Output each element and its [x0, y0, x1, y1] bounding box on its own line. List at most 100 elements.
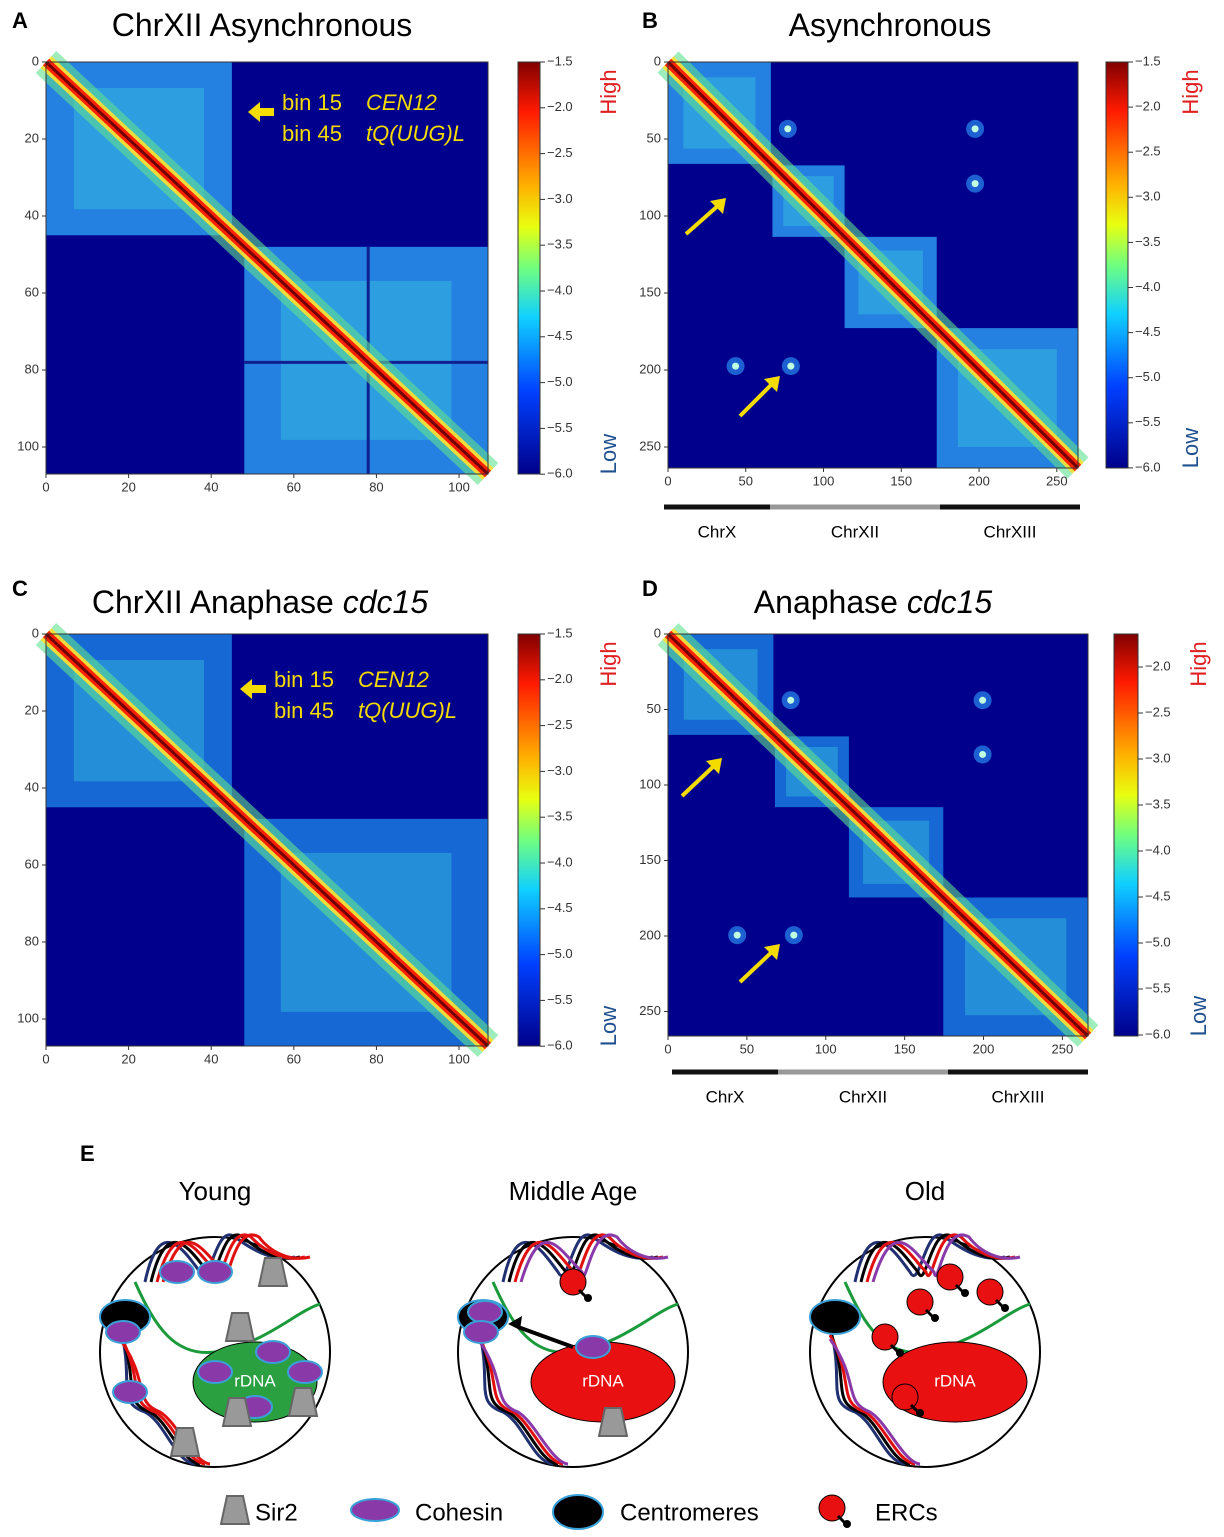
panel: BAsynchronous050100150200250050100150200… [639, 7, 1203, 541]
colorbar-label: −4.5 [547, 900, 573, 915]
annotation-locus: tQ(UUG)L [366, 121, 465, 146]
colorbar-label: −2.0 [1135, 99, 1161, 114]
colorbar-label: −4.0 [1145, 842, 1171, 857]
y-tick-label: 80 [25, 361, 39, 376]
cohesin [351, 1499, 399, 1521]
chromosome-label: ChrXIII [992, 1087, 1045, 1106]
cohesin [468, 1301, 502, 1323]
colorbar-low: Low [1178, 428, 1203, 468]
colorbar-high: High [596, 69, 621, 114]
panel-letter: D [642, 576, 658, 601]
x-tick-label: 0 [664, 1041, 671, 1056]
x-tick-label: 0 [42, 1051, 49, 1066]
stage-title: Young [179, 1176, 252, 1206]
colorbar-label: −1.5 [547, 625, 573, 640]
x-tick-label: 200 [973, 1041, 995, 1056]
stage-title: Middle Age [509, 1176, 638, 1206]
title-italic: cdc15 [907, 584, 993, 620]
spot [790, 932, 797, 939]
colorbar-label: −6.0 [1135, 459, 1161, 474]
colorbar-label: −5.5 [547, 420, 573, 435]
legend-label: Sir2 [255, 1499, 298, 1526]
y-tick-label: 250 [639, 1003, 661, 1018]
x-tick-label: 40 [204, 1051, 218, 1066]
panel-letter: A [12, 8, 28, 33]
title-text: Asynchronous [789, 7, 992, 43]
colorbar-label: −6.0 [1145, 1026, 1171, 1041]
x-tick-label: 20 [121, 479, 135, 494]
y-tick-label: 250 [639, 438, 661, 453]
colorbar-label: −4.0 [547, 854, 573, 869]
y-tick-label: 150 [639, 284, 661, 299]
sir2 [221, 1496, 249, 1524]
annotation-bin: bin 45 [274, 698, 334, 723]
y-tick-label: 0 [654, 625, 661, 640]
colorbar-label: −5.0 [1145, 934, 1171, 949]
y-tick-label: 20 [25, 130, 39, 145]
erc-tail-end [961, 1289, 969, 1297]
colorbar-label: −5.0 [547, 946, 573, 961]
colorbar-label: −2.5 [1145, 704, 1171, 719]
colorbar [1106, 62, 1128, 468]
cohesin [288, 1361, 322, 1383]
x-tick-label: 100 [813, 473, 835, 488]
title-text: ChrXII Asynchronous [112, 7, 413, 43]
colorbar-label: −5.5 [1135, 414, 1161, 429]
colorbar-label: −3.0 [547, 191, 573, 206]
spot [732, 363, 739, 370]
y-tick-label: 200 [639, 927, 661, 942]
colorbar-label: −4.0 [547, 282, 573, 297]
colorbar [1114, 634, 1138, 1036]
sir2 [259, 1258, 287, 1286]
spot [787, 697, 794, 704]
x-tick-label: 100 [448, 1051, 470, 1066]
rdna-label: rDNA [234, 1371, 276, 1390]
erc-tail-end [843, 1520, 851, 1528]
spot [979, 697, 986, 704]
panel-title: Asynchronous [789, 7, 992, 43]
cohesin [160, 1261, 194, 1283]
annotation-locus: CEN12 [358, 667, 429, 692]
cohesin [106, 1321, 140, 1343]
annotation-bin: bin 15 [274, 667, 334, 692]
cohesin [198, 1261, 232, 1283]
colorbar-label: −6.0 [547, 466, 573, 481]
colorbar-label: −5.5 [547, 992, 573, 1007]
y-tick-label: 200 [639, 361, 661, 376]
x-tick-label: 100 [815, 1041, 837, 1056]
x-tick-label: 250 [1046, 473, 1068, 488]
rdna-label: rDNA [582, 1371, 624, 1390]
y-tick-label: 60 [25, 856, 39, 871]
y-tick-label: 80 [25, 933, 39, 948]
colorbar-high: High [1178, 69, 1203, 114]
spot [972, 180, 979, 187]
y-tick-label: 60 [25, 284, 39, 299]
cell: rDNA [458, 1235, 688, 1467]
spot [972, 125, 979, 132]
colorbar-label: −4.0 [1135, 279, 1161, 294]
x-tick-label: 80 [369, 1051, 383, 1066]
colorbar-label: −3.0 [547, 763, 573, 778]
chromosome-label: ChrXII [831, 522, 879, 541]
panel: AChrXII Asynchronous02040608010002040608… [12, 7, 621, 494]
colorbar-label: −3.0 [1145, 750, 1171, 765]
x-tick-label: 0 [664, 473, 671, 488]
panel-letter: E [80, 1141, 95, 1166]
x-tick-label: 60 [287, 1051, 301, 1066]
annotation-locus: CEN12 [366, 90, 437, 115]
title-text: Anaphase [754, 584, 907, 620]
heatmap [46, 634, 488, 1046]
x-tick-label: 0 [42, 479, 49, 494]
colorbar-label: −2.0 [547, 99, 573, 114]
colorbar-label: −4.5 [547, 328, 573, 343]
y-tick-label: 0 [32, 53, 39, 68]
legend-label: Cohesin [415, 1499, 503, 1526]
annotation-locus: tQ(UUG)L [358, 698, 457, 723]
colorbar-label: −2.5 [547, 717, 573, 732]
y-tick-label: 100 [639, 207, 661, 222]
colorbar-label: −3.5 [547, 809, 573, 824]
colorbar-label: −3.5 [1145, 796, 1171, 811]
colorbar-label: −4.5 [1135, 324, 1161, 339]
colorbar-label: −1.5 [1135, 53, 1161, 68]
